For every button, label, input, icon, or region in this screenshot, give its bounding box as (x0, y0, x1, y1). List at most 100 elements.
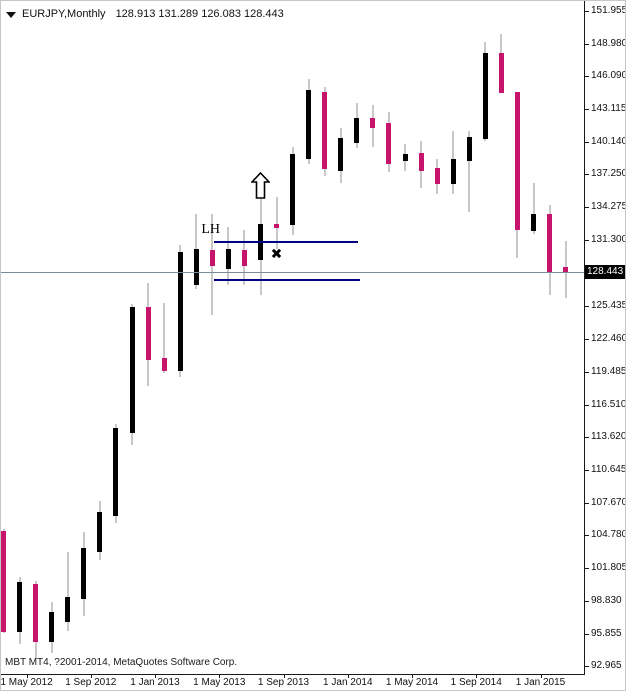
price-tick-mark (584, 534, 589, 536)
price-axis-label: 110.645 (591, 463, 626, 475)
time-tick-mark (476, 675, 478, 678)
price-tick-mark (584, 502, 589, 504)
price-axis-label: 122.460 (591, 332, 626, 344)
candle-wick (66, 552, 69, 632)
price-tick-mark (584, 404, 589, 406)
price-axis-label: 116.510 (591, 398, 626, 410)
bull-candle-body (290, 154, 296, 225)
price-tick-mark (584, 436, 589, 438)
time-tick-mark (347, 675, 349, 678)
candle-wick (532, 183, 535, 235)
candle-wick (275, 196, 278, 249)
price-tick-mark (584, 469, 589, 471)
bear-candle-body (145, 307, 151, 360)
bull-candle-body (81, 547, 87, 600)
bear-candle-body (209, 249, 215, 267)
time-axis-label: 1 Jan 2014 (323, 677, 373, 688)
ohlc-quote-readout: 128.913 131.289 126.083 128.443 (115, 8, 284, 20)
time-axis-label: 1 May 2013 (193, 677, 246, 688)
time-tick-mark (219, 675, 221, 678)
bear-candle-body (241, 249, 247, 267)
price-tick-mark (584, 371, 589, 373)
bull-candle-body (306, 90, 312, 160)
price-tick-mark (584, 174, 589, 176)
bull-candle-body (531, 214, 536, 232)
price-axis-label: 137.250 (591, 168, 626, 180)
lower-support-line[interactable] (213, 279, 360, 282)
candle-wick (163, 302, 166, 373)
bull-candle-body (49, 612, 55, 642)
bear-candle-body (161, 357, 167, 371)
price-tick-mark (584, 338, 589, 340)
price-axis-label: 98.830 (591, 594, 622, 606)
bear-candle-body (547, 214, 552, 272)
time-axis-label: 1 Jan 2013 (130, 677, 180, 688)
price-axis-label: 119.485 (591, 365, 626, 377)
price-axis-label: 151.955 (591, 5, 626, 16)
x-mark-annotation[interactable]: ✖ (270, 245, 283, 262)
price-tick-mark (584, 44, 589, 45)
price-tick-mark (584, 207, 589, 209)
symbol-dropdown-icon[interactable] (6, 12, 16, 18)
price-tick-mark (584, 567, 589, 569)
bull-candle-body (466, 137, 472, 161)
price-tick-mark (584, 142, 589, 144)
time-axis-label: 1 Sep 2012 (65, 677, 117, 688)
current-price-line (1, 272, 584, 274)
symbol-timeframe-label: EURJPY,Monthly (22, 8, 106, 20)
price-tick-mark (584, 76, 589, 78)
current-price-label: 128.443 (585, 265, 625, 280)
price-axis-label: 146.090 (591, 70, 626, 82)
price-tick-mark (584, 633, 589, 635)
bull-candle-body (338, 138, 344, 171)
price-axis-label: 131.300 (591, 234, 626, 246)
bear-candle-body (33, 583, 39, 642)
price-tick-mark (584, 666, 589, 667)
price-axis-label: 107.670 (591, 496, 626, 508)
price-tick-mark (584, 11, 589, 12)
bear-candle-body (563, 266, 569, 273)
bear-candle-body (418, 152, 424, 171)
time-tick-mark (155, 675, 156, 678)
time-axis-label: 1 May 2012 (0, 677, 53, 688)
bull-candle-body (193, 248, 199, 285)
up-arrow-annotation[interactable] (251, 171, 270, 199)
bull-candle-body (113, 428, 119, 516)
bear-candle-body (1, 531, 6, 632)
price-tick-mark (584, 109, 589, 111)
price-axis-label: 134.275 (591, 201, 626, 213)
chart-plot-area[interactable]: EURJPY,Monthly 128.913 131.289 126.083 1… (1, 1, 585, 675)
bull-candle-body (177, 251, 183, 371)
price-tick-mark (584, 240, 589, 242)
bear-candle-body (370, 118, 376, 128)
price-tick-mark (584, 305, 589, 307)
price-axis-label: 148.980 (591, 38, 626, 49)
price-axis-label: 95.855 (591, 627, 622, 639)
time-tick-mark (283, 675, 285, 678)
time-axis-label: 1 May 2014 (385, 677, 439, 688)
bull-candle-body (17, 582, 23, 632)
bear-candle-body (514, 91, 520, 230)
time-tick-mark (90, 675, 92, 678)
bear-candle-body (322, 92, 328, 170)
time-tick-mark (26, 675, 28, 678)
lh-text-annotation[interactable]: LH (201, 222, 221, 238)
bull-candle-body (225, 248, 231, 269)
bull-candle-body (354, 118, 360, 143)
bear-candle-body (498, 53, 504, 93)
upper-resistance-line[interactable] (213, 240, 359, 243)
price-axis-label: 92.965 (591, 660, 622, 671)
price-tick-mark (584, 600, 589, 602)
candle-wick (468, 131, 471, 212)
price-axis-label: 104.780 (591, 528, 626, 540)
price-axis-label: 140.140 (591, 136, 626, 148)
bear-candle-body (386, 122, 392, 165)
time-axis-label: 1 Sep 2013 (257, 677, 310, 688)
bear-candle-body (434, 168, 440, 185)
terminal-copyright: MBT MT4, ?2001-2014, MetaQuotes Software… (5, 657, 238, 668)
price-axis-label: 125.435 (591, 299, 626, 311)
bull-candle-body (450, 159, 456, 185)
time-tick-mark (540, 675, 542, 678)
price-axis-label: 113.620 (591, 430, 626, 442)
